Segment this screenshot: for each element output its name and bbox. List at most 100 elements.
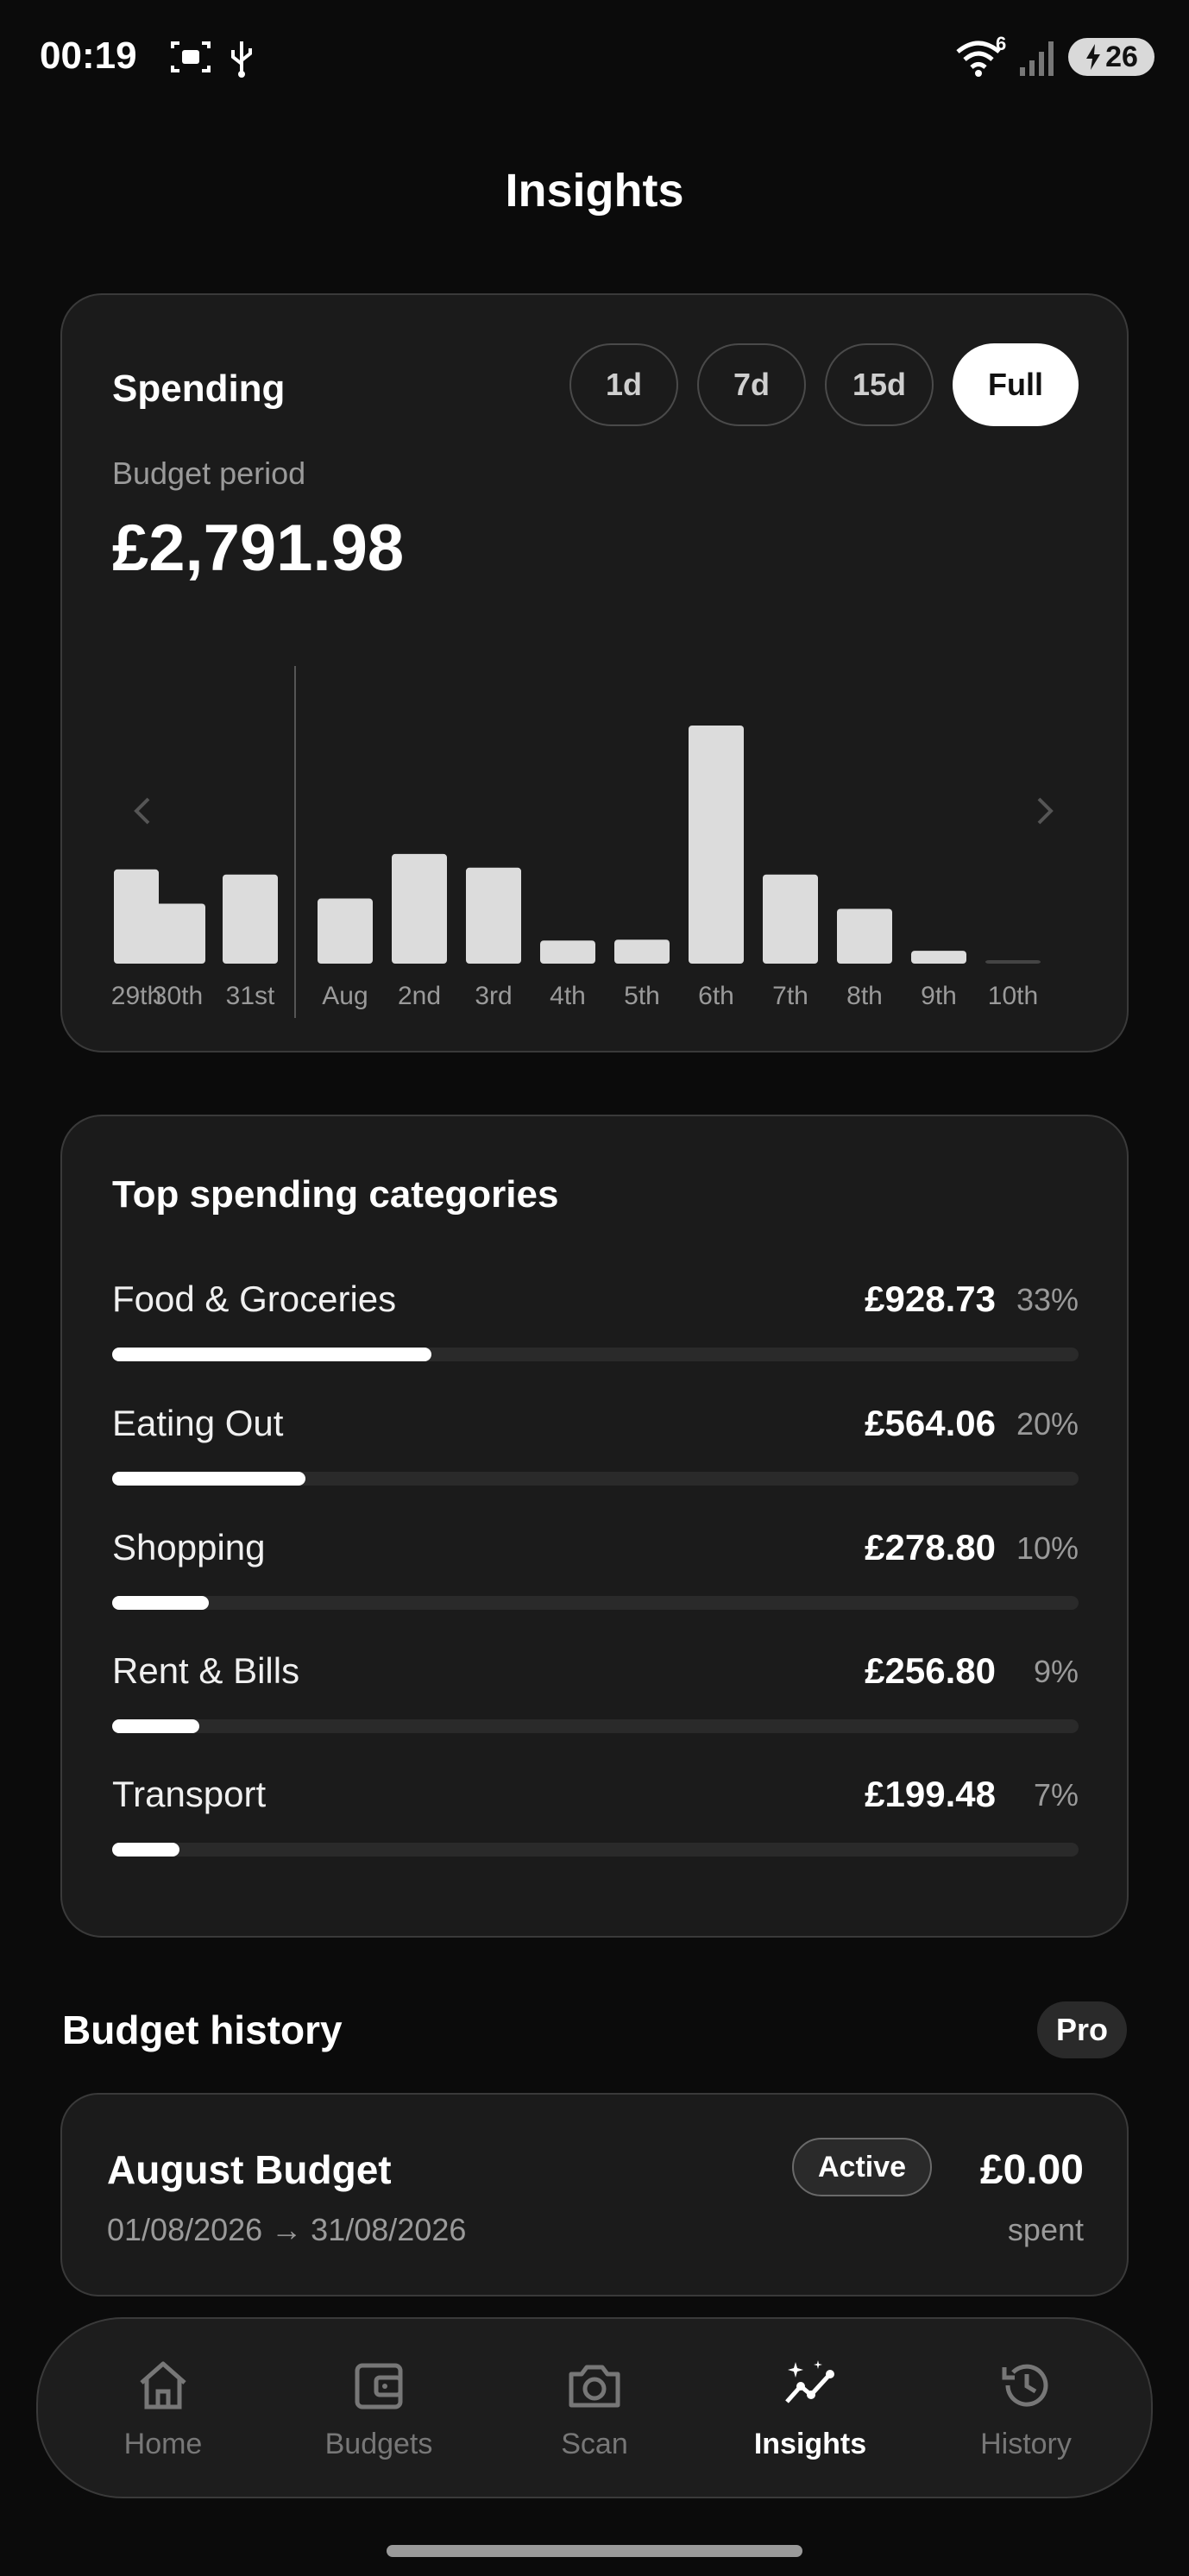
chart-tick-label: 7th (772, 982, 808, 1010)
budget-history-card[interactable]: August Budget 01/08/2026 → 31/08/2026 Ac… (60, 2093, 1129, 2296)
screenshot-icon (171, 41, 211, 72)
chart-bar[interactable] (763, 874, 818, 964)
chart-tick-label: 4th (550, 982, 586, 1010)
budget-history-title: Budget history (62, 2007, 343, 2052)
chart-bar[interactable] (466, 867, 521, 964)
usb-icon (231, 41, 252, 78)
home-icon (140, 2361, 186, 2409)
category-amount: £278.80 (865, 1527, 996, 1568)
category-progress-fill (112, 1843, 180, 1857)
budget-name: August Budget (107, 2147, 392, 2192)
chart-bar[interactable] (689, 725, 744, 964)
category-row[interactable]: Food & Groceries £928.73 33% (112, 1279, 1079, 1373)
category-progress-fill (112, 1596, 209, 1610)
range-full-button[interactable]: Full (953, 343, 1079, 426)
budget-period-amount: £2,791.98 (112, 512, 405, 585)
category-amount: £199.48 (865, 1774, 996, 1814)
nav-label: History (980, 2427, 1072, 2460)
chart-bar[interactable] (150, 903, 205, 964)
category-name: Shopping (112, 1527, 266, 1568)
range-selector: 1d 7d 15d Full (569, 343, 1079, 426)
budget-dates: 01/08/2026 → 31/08/2026 (107, 2212, 467, 2247)
spending-card: Spending 1d 7d 15d Full Budget period £2… (60, 293, 1129, 1052)
chart-tick-label: 6th (698, 982, 734, 1010)
chart-bar[interactable] (392, 853, 447, 964)
battery-charging-icon (1086, 44, 1101, 70)
bottom-nav: Home Budgets Scan Insights (36, 2317, 1153, 2498)
wallet-icon (355, 2363, 403, 2409)
category-amount: £928.73 (865, 1279, 996, 1319)
nav-label: Home (123, 2427, 203, 2460)
wifi-badge: 6 (996, 33, 1007, 54)
category-row[interactable]: Eating Out £564.06 20% (112, 1403, 1079, 1498)
chart-tick-label: 10th (988, 982, 1038, 1010)
wifi-icon (956, 41, 1001, 77)
category-progress-track (112, 1843, 1079, 1857)
category-name: Food & Groceries (112, 1279, 397, 1319)
budget-period-label: Budget period (112, 456, 306, 491)
nav-item-home[interactable]: Home (64, 2334, 262, 2481)
category-name: Transport (112, 1774, 267, 1814)
range-1d-button[interactable]: 1d (569, 343, 678, 426)
nav-item-insights[interactable]: Insights (711, 2334, 909, 2481)
category-row[interactable]: Transport £199.48 7% (112, 1774, 1079, 1869)
battery-level: 26 (1105, 40, 1138, 73)
page-title: Insights (505, 165, 684, 217)
status-bar: 00:19 6 26 (0, 0, 1189, 112)
chart-bar[interactable] (837, 908, 892, 964)
chart-tick-label: 8th (846, 982, 883, 1010)
category-name: Rent & Bills (112, 1650, 300, 1691)
budget-spent-label: spent (1007, 2212, 1084, 2247)
chart-bar[interactable] (540, 940, 595, 964)
category-amount: £564.06 (865, 1403, 996, 1443)
chart-bar[interactable] (318, 898, 373, 964)
category-progress-fill (112, 1348, 431, 1361)
camera-icon (569, 2365, 620, 2407)
chart-tick-label: 31st (226, 982, 275, 1010)
range-15d-button[interactable]: 15d (825, 343, 934, 426)
chart-tick-label: 30th (153, 982, 203, 1010)
category-row[interactable]: Shopping £278.80 10% (112, 1527, 1079, 1622)
category-progress-track (112, 1348, 1079, 1361)
status-badge: Active (792, 2138, 933, 2196)
range-7d-button[interactable]: 7d (697, 343, 806, 426)
category-amount: £256.80 (865, 1650, 996, 1691)
nav-item-scan[interactable]: Scan (495, 2334, 694, 2481)
spending-title: Spending (112, 368, 286, 410)
insights-icon (785, 2359, 834, 2403)
signal-icon (1020, 41, 1054, 76)
category-percent: 7% (1033, 1777, 1079, 1813)
category-name: Eating Out (112, 1403, 284, 1443)
nav-label: Insights (753, 2427, 867, 2460)
chart-bar[interactable] (114, 869, 159, 964)
pro-badge[interactable]: Pro (1036, 2001, 1127, 2058)
top-categories-title: Top spending categories (112, 1173, 559, 1216)
chart-tick-label: 5th (624, 982, 660, 1010)
chart-bar[interactable] (911, 951, 966, 964)
nav-item-budgets[interactable]: Budgets (280, 2334, 478, 2481)
home-indicator (387, 2545, 802, 2557)
chart-bar[interactable] (985, 960, 1041, 964)
nav-item-history[interactable]: History (927, 2334, 1125, 2481)
category-percent: 33% (1016, 1282, 1079, 1317)
chart-tick-label: 2nd (398, 982, 441, 1010)
category-progress-fill (112, 1719, 199, 1733)
category-percent: 20% (1016, 1406, 1079, 1442)
chart-next-arrow-icon[interactable] (1032, 794, 1058, 828)
battery-indicator: 26 (1068, 38, 1154, 76)
nav-label: Budgets (324, 2427, 433, 2460)
category-row[interactable]: Rent & Bills £256.80 9% (112, 1650, 1079, 1745)
chart-bar[interactable] (223, 874, 278, 964)
status-time: 00:19 (40, 35, 137, 77)
chart-tick-label: 9th (921, 982, 957, 1010)
chart-tick-label: Aug (322, 982, 368, 1010)
category-percent: 10% (1016, 1530, 1079, 1566)
chart-tick-label: 3rd (475, 982, 512, 1010)
category-progress-track (112, 1596, 1079, 1610)
category-progress-fill (112, 1472, 305, 1486)
category-percent: 9% (1033, 1654, 1079, 1689)
chart-prev-arrow-icon[interactable] (129, 794, 155, 828)
chart-bar[interactable] (614, 939, 670, 964)
top-categories-card: Top spending categories Food & Groceries… (60, 1115, 1129, 1938)
